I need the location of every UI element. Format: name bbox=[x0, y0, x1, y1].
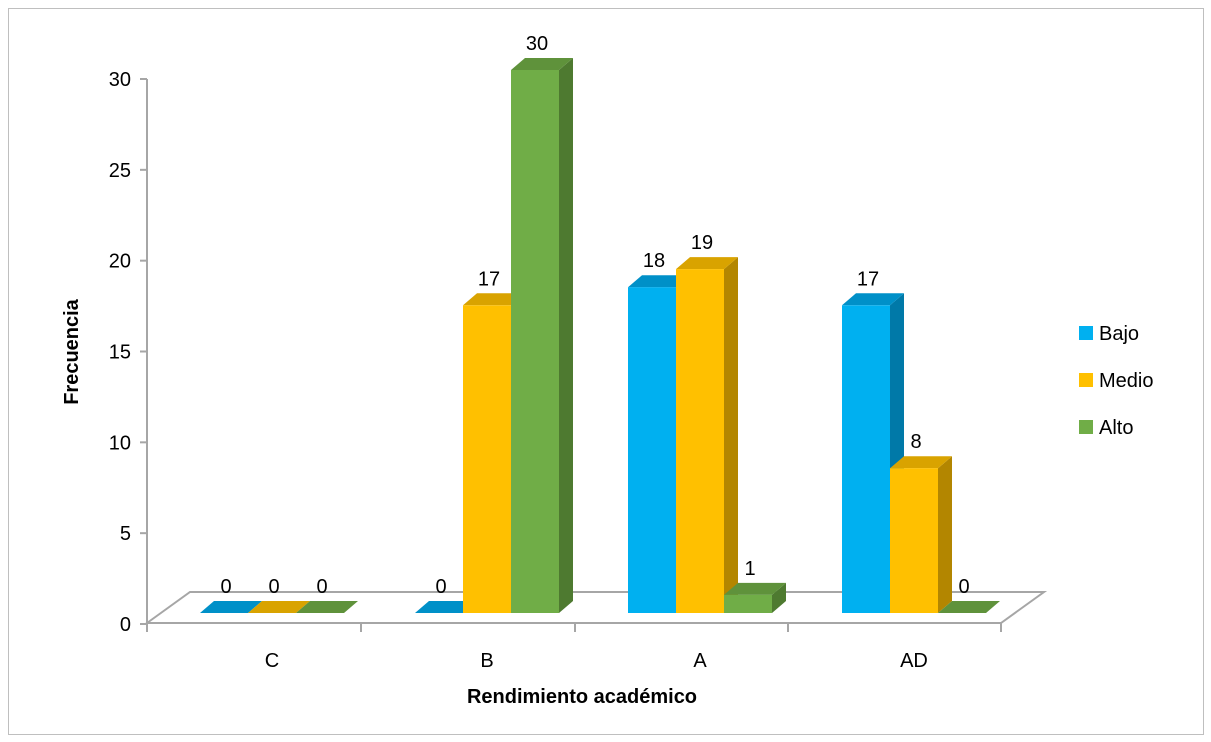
y-tick-label: 20 bbox=[109, 251, 131, 273]
legend-swatch bbox=[1079, 326, 1093, 340]
bar-alto-c bbox=[296, 601, 358, 613]
legend-swatch bbox=[1079, 420, 1093, 434]
x-tick-label: C bbox=[265, 650, 279, 672]
y-tick-label: 5 bbox=[120, 523, 131, 545]
bar-bajo-b bbox=[415, 601, 477, 613]
bar-top bbox=[938, 601, 1000, 613]
data-label: 0 bbox=[316, 576, 327, 598]
y-tick-label: 30 bbox=[109, 69, 131, 91]
legend-label: Bajo bbox=[1099, 323, 1139, 345]
bar-top bbox=[200, 601, 262, 613]
chart-floor bbox=[143, 591, 1048, 624]
bar-front bbox=[511, 70, 559, 613]
bar-top bbox=[724, 582, 786, 595]
data-label: 0 bbox=[958, 576, 969, 598]
legend-item-medio: Medio bbox=[1079, 370, 1153, 392]
data-label: 18 bbox=[643, 250, 665, 272]
bar-bajo-c bbox=[200, 601, 262, 613]
y-tick-label: 10 bbox=[109, 432, 131, 454]
legend-swatch bbox=[1079, 373, 1093, 387]
bar-top bbox=[842, 293, 904, 306]
bar-medio-c bbox=[248, 601, 310, 613]
bar-top bbox=[415, 601, 477, 613]
data-label: 19 bbox=[691, 232, 713, 254]
x-tick-label: AD bbox=[900, 650, 928, 672]
bar-top bbox=[628, 275, 690, 288]
x-tick-label: B bbox=[480, 650, 493, 672]
data-label: 0 bbox=[220, 576, 231, 598]
data-label: 8 bbox=[910, 431, 921, 453]
legend-item-bajo: Bajo bbox=[1079, 323, 1139, 345]
x-axis-title: Rendimiento académico bbox=[467, 686, 697, 708]
bar-alto-a bbox=[724, 582, 786, 613]
data-label: 1 bbox=[744, 558, 755, 580]
bar-front bbox=[676, 269, 724, 613]
y-axis-ticks: 0 5 10 15 20 25 30 bbox=[109, 69, 147, 636]
bar-top bbox=[890, 456, 952, 469]
floor-plane bbox=[143, 591, 1048, 624]
bar-front bbox=[724, 594, 772, 613]
bar-top bbox=[676, 257, 738, 270]
bar-front bbox=[842, 305, 890, 613]
bar-front bbox=[463, 305, 511, 613]
bars bbox=[200, 58, 1000, 613]
data-label: 0 bbox=[268, 576, 279, 598]
legend: Bajo Medio Alto bbox=[1079, 323, 1153, 439]
data-label: 30 bbox=[526, 33, 548, 55]
y-tick-label: 25 bbox=[109, 160, 131, 182]
y-axis-title: Frecuencia bbox=[61, 298, 83, 404]
bar-side bbox=[772, 582, 786, 613]
bar-alto-ad bbox=[938, 601, 1000, 613]
bar-front bbox=[890, 468, 938, 613]
bar-side bbox=[724, 257, 738, 613]
bar-top bbox=[463, 293, 525, 306]
legend-item-alto: Alto bbox=[1079, 417, 1133, 439]
bar-medio-a bbox=[676, 257, 738, 613]
bar-top bbox=[248, 601, 310, 613]
bar-top bbox=[296, 601, 358, 613]
data-label: 0 bbox=[435, 576, 446, 598]
x-axis-ticks: C B A AD bbox=[146, 623, 1002, 672]
data-label: 17 bbox=[857, 268, 879, 290]
bar-front bbox=[628, 287, 676, 613]
y-tick-label: 0 bbox=[120, 614, 131, 636]
bar-top bbox=[511, 58, 573, 70]
bar-medio-ad bbox=[890, 456, 952, 613]
legend-label: Alto bbox=[1099, 417, 1133, 439]
data-labels: 0 0 0 0 17 30 18 19 1 17 8 0 bbox=[220, 33, 969, 598]
legend-label: Medio bbox=[1099, 370, 1153, 392]
bar-side bbox=[559, 58, 573, 613]
data-label: 17 bbox=[478, 268, 500, 290]
y-tick-label: 15 bbox=[109, 342, 131, 364]
bar-bajo-ad bbox=[842, 293, 904, 613]
bar-alto-b bbox=[511, 58, 573, 613]
bar-side bbox=[938, 456, 952, 613]
x-tick-label: A bbox=[693, 650, 707, 672]
